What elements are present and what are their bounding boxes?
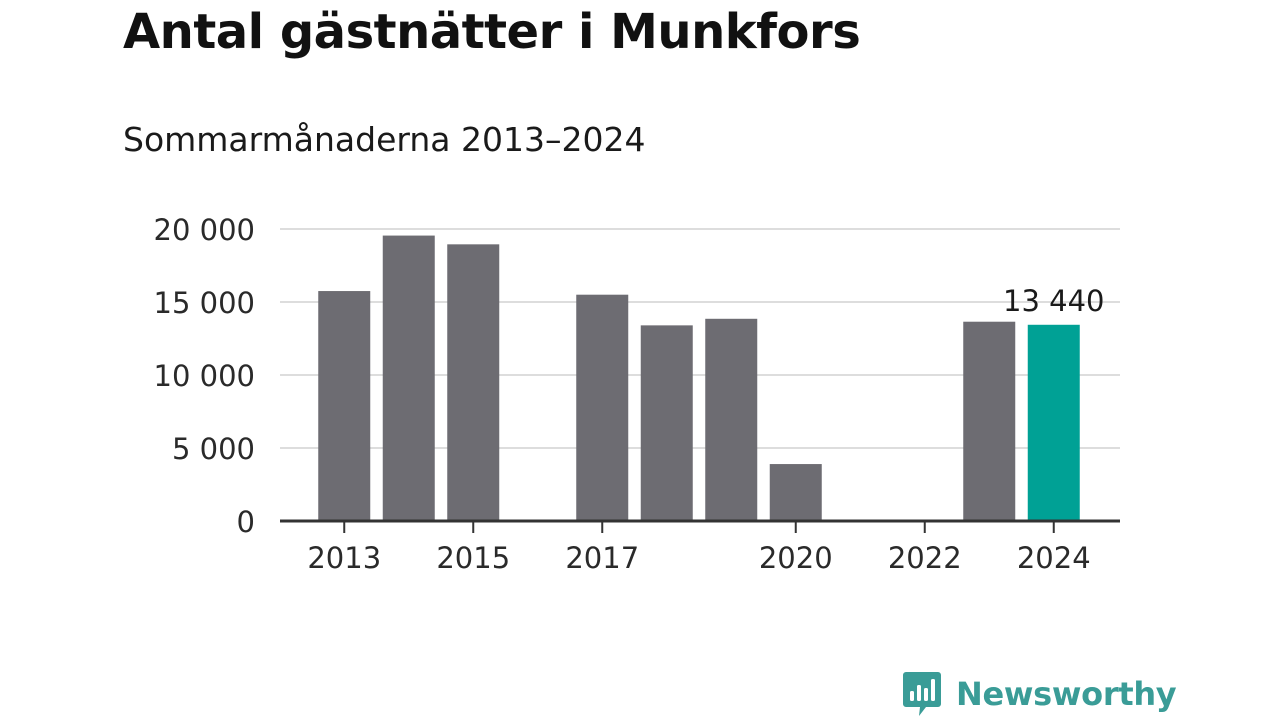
newsworthy-logo-icon <box>903 672 941 716</box>
bar-2023 <box>963 321 1016 521</box>
x-tick-label: 2013 <box>307 541 381 575</box>
bar-2020 <box>769 464 822 521</box>
brand-name: Newsworthy <box>956 675 1177 713</box>
x-tick-label: 2020 <box>759 541 833 575</box>
bar-2013 <box>318 291 371 521</box>
x-tick-label: 2022 <box>888 541 962 575</box>
y-tick-label: 10 000 <box>154 359 255 393</box>
chart-subtitle: Sommarmånaderna 2013–2024 <box>123 120 646 159</box>
brand-logo: Newsworthy <box>902 670 1177 718</box>
bar-2018 <box>640 325 693 521</box>
y-tick-label: 5 000 <box>172 432 255 466</box>
bar-2015 <box>447 244 500 521</box>
y-tick-label: 20 000 <box>154 213 255 247</box>
y-tick-label: 0 <box>237 505 255 539</box>
x-tick-label: 2024 <box>1017 541 1091 575</box>
data-label: 13 440 <box>1003 284 1104 318</box>
x-tick-label: 2017 <box>565 541 639 575</box>
bars <box>318 235 1080 521</box>
x-tick-label: 2015 <box>436 541 510 575</box>
bar-2014 <box>382 235 435 521</box>
bar-2024 <box>1027 324 1080 521</box>
x-axis-ticks: 2013 2015 2017 2020 2022 2024 <box>307 521 1091 575</box>
y-axis-ticks: 0 5 000 10 000 15 000 20 000 <box>154 213 255 539</box>
chart-title: Antal gästnätter i Munkfors <box>123 4 861 60</box>
bar-2019 <box>705 318 758 521</box>
y-tick-label: 15 000 <box>154 286 255 320</box>
data-labels: 13 440 <box>1003 284 1104 318</box>
bar-2017 <box>576 294 629 521</box>
